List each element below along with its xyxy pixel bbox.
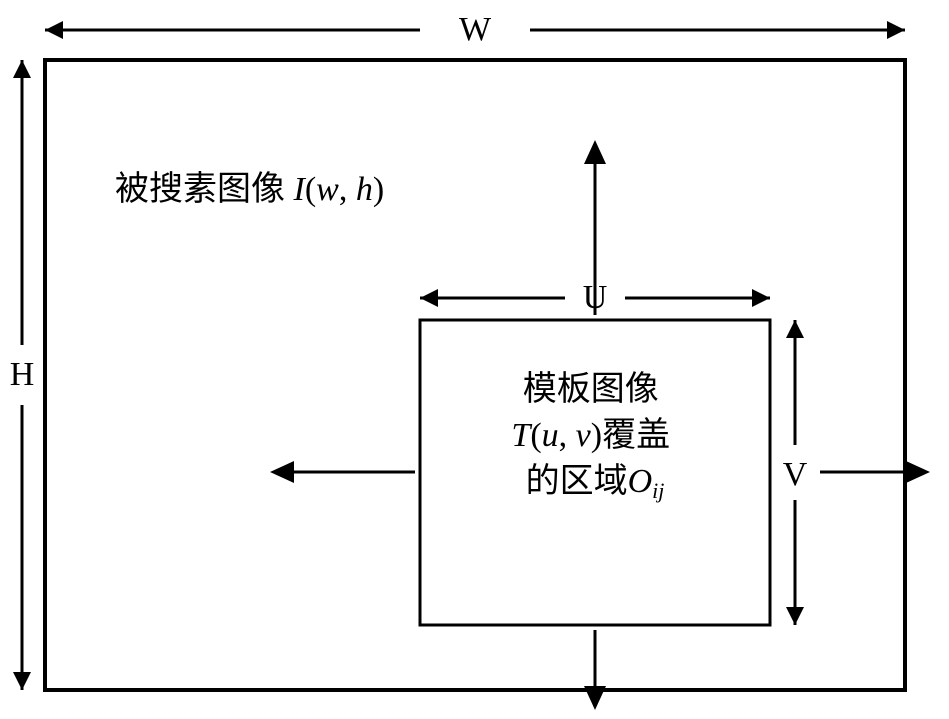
dimension-V: V	[783, 320, 808, 625]
dimension-W: W	[45, 11, 905, 48]
label-H: H	[10, 356, 35, 393]
label-W: W	[459, 11, 492, 48]
label-V: V	[783, 456, 808, 493]
outer-box	[45, 60, 905, 690]
search-image-label: 被搜素图像 I(w, h)	[115, 170, 384, 208]
template-image-label: 模板图像 T(u, v)覆盖 的区域Oij	[511, 370, 678, 503]
dimension-H: H	[10, 60, 35, 690]
